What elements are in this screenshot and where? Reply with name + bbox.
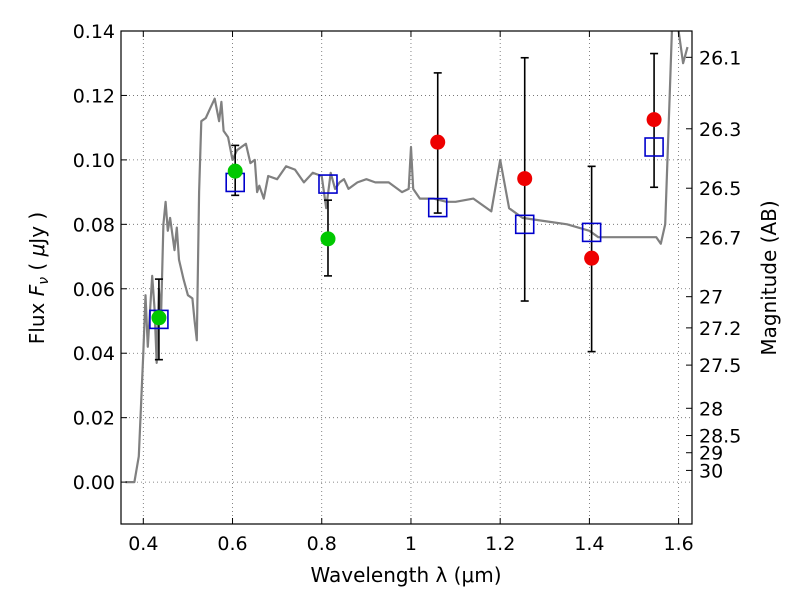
observed-point-red <box>646 112 662 128</box>
mag-tick-label: 27.2 <box>699 318 741 340</box>
mag-tick-label: 26.1 <box>699 47 741 69</box>
mag-tick-label: 26.3 <box>699 119 741 141</box>
observed-point-red <box>430 134 446 150</box>
y-tick-label: 0.00 <box>73 472 115 494</box>
x-tick-label: 0.8 <box>307 533 337 555</box>
y-tick-label: 0.10 <box>73 150 115 172</box>
model-bandpass-square <box>581 222 602 243</box>
observed-point-green <box>320 231 336 247</box>
x-tick-label: 1.6 <box>664 533 694 555</box>
x-tick-label: 1.2 <box>485 533 515 555</box>
y-tick-label: 0.06 <box>73 279 115 301</box>
y-tick-label: 0.08 <box>73 214 115 236</box>
x-tick-label: 1.4 <box>574 533 604 555</box>
mag-tick-label: 27.5 <box>699 355 741 377</box>
y-tick-label: 0.14 <box>73 21 115 43</box>
observed-point-green <box>151 310 167 326</box>
observed-point-red <box>584 250 600 266</box>
observed-point-red <box>517 171 533 187</box>
mag-tick-label: 30 <box>699 460 723 482</box>
x-axis-label: Wavelength λ (μm) <box>310 563 501 587</box>
x-tick-label: 1 <box>405 533 417 555</box>
mag-tick-label: 29 <box>699 443 723 465</box>
plot-background <box>121 31 692 524</box>
y-axis-label: Flux Fν ( μJy ) <box>25 212 52 344</box>
mag-tick-label: 28.5 <box>699 426 741 448</box>
model-bandpass-square <box>427 197 448 218</box>
model-bandpass-square <box>318 174 338 194</box>
observed-point-green <box>227 163 243 179</box>
y-tick-label: 0.12 <box>73 85 115 107</box>
mag-tick-label: 26.7 <box>699 228 741 250</box>
tick-label-layer: 0.4 0.6 0.8 1 1.2 1.4 1.6 0.00 0.02 0.04 0.06 0.08 0… <box>73 21 742 555</box>
model-spectrum-line <box>125 31 689 484</box>
tick-layer <box>121 30 692 524</box>
x-tick-label: 0.6 <box>217 533 247 555</box>
model-spectrum-layer <box>125 31 689 484</box>
y-tick-label: 0.02 <box>73 408 115 430</box>
mag-tick-label: 28 <box>699 398 723 420</box>
model-bandpass-square <box>644 137 664 157</box>
mag-tick-label: 27 <box>699 287 723 309</box>
x-tick-label: 0.4 <box>128 533 158 555</box>
data-point-layer <box>149 112 664 330</box>
model-bandpass-square <box>514 214 535 235</box>
y-tick-label: 0.04 <box>73 343 115 365</box>
y2-axis-label: Magnitude (AB) <box>757 200 781 355</box>
plot-frame <box>120 30 693 525</box>
mag-tick-label: 26.5 <box>699 178 741 200</box>
